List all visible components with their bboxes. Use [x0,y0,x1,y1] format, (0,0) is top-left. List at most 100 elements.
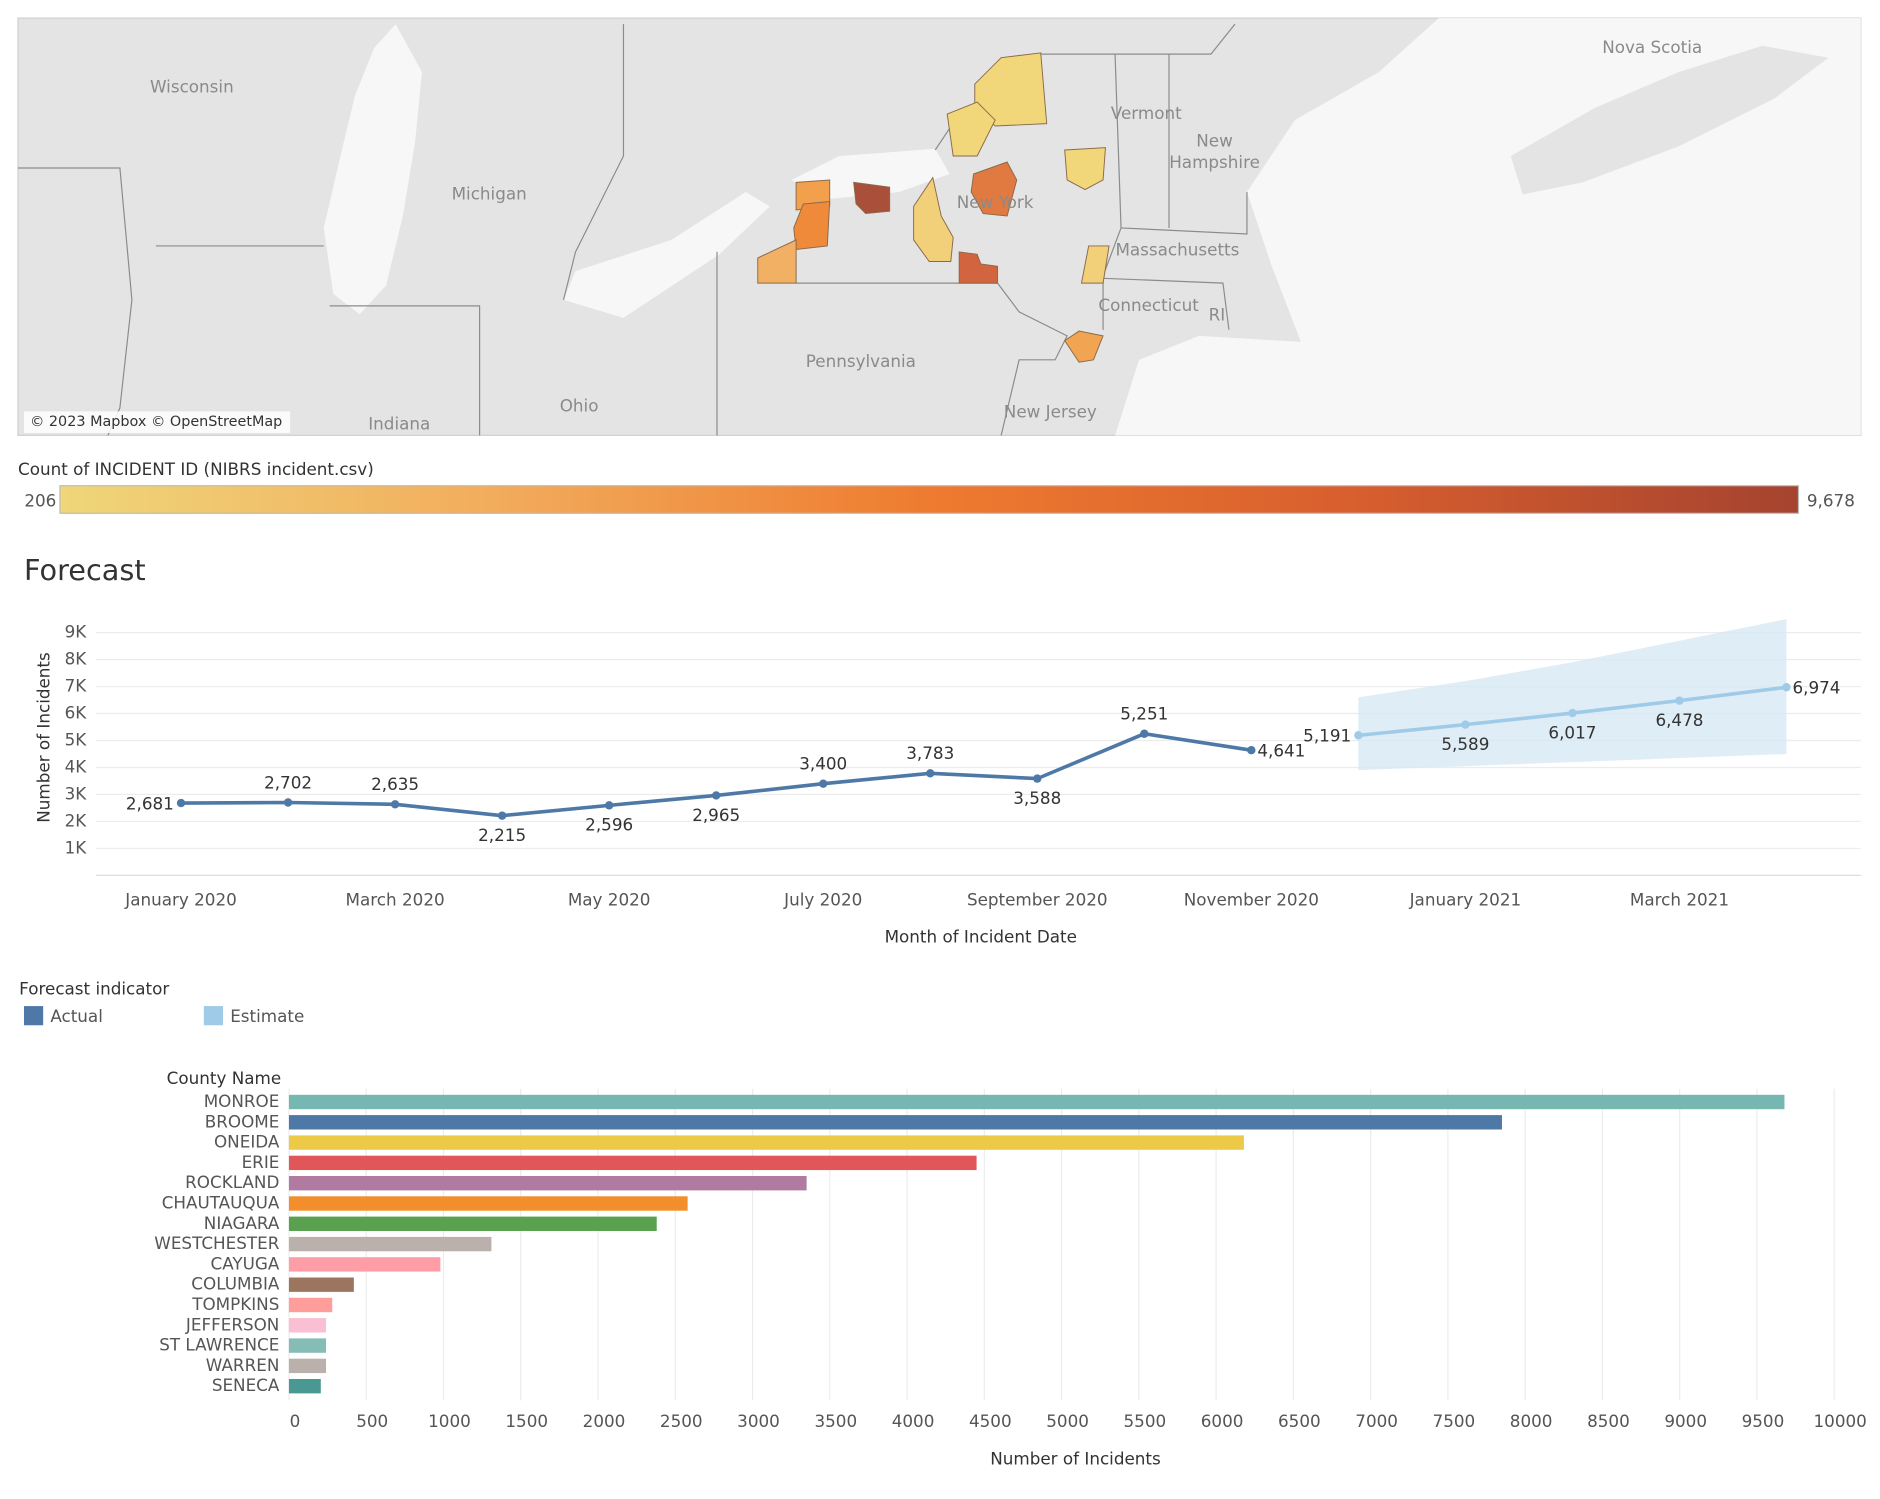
bar [288,1115,1502,1130]
x-tick-label: September 2020 [967,890,1108,910]
y-tick-label: 2K [65,810,88,830]
bar [288,1358,327,1374]
legend-swatch [23,1006,44,1026]
map-label: New Jersey [1004,402,1097,422]
map-label: Wisconsin [150,77,234,97]
x-axis-label: Number of Incidents [990,1448,1161,1468]
bar [288,1378,321,1394]
x-tick-label: 5000 [1046,1411,1089,1431]
legend-title: Forecast indicator [19,978,169,998]
x-tick-label: 6500 [1278,1411,1321,1431]
data-label: 3,783 [906,743,954,763]
y-tick-label: 8K [65,649,88,669]
y-tick-label: SENECA [212,1375,280,1395]
data-label: 5,251 [1120,704,1168,724]
y-tick-label: 9K [65,622,88,642]
point [176,798,186,808]
y-tick-label: WESTCHESTER [154,1233,279,1253]
nova-scotia-land [1510,45,1829,195]
data-label: 2,965 [692,805,740,825]
y-tick-label: 5K [65,730,88,750]
point [1675,696,1684,705]
y-tick-label: JEFFERSON [185,1314,279,1334]
point [1247,745,1256,755]
x-tick-label: March 2020 [346,890,445,910]
bar [288,1196,688,1211]
y-tick-label: BROOME [205,1111,280,1131]
data-label: 2,681 [126,793,174,813]
data-label: 5,589 [1441,734,1489,754]
data-label: 5,191 [1303,726,1351,746]
y-tick-label: 3K [65,783,88,803]
bar [288,1135,1244,1150]
point [497,811,507,820]
y-tick-label: COLUMBIA [191,1274,280,1294]
x-tick-label: 0 [290,1411,301,1431]
bar [288,1176,807,1191]
data-label: 2,635 [371,774,419,794]
x-tick-label: 1000 [428,1411,471,1431]
color-legend-title: Count of INCIDENT ID (NIBRS incident.csv… [18,459,374,479]
map-label: RI [1209,304,1226,324]
line [181,731,1252,818]
map-label: Ohio [560,396,599,416]
color-legend-bar [59,485,1800,514]
x-tick-label: 7500 [1433,1411,1476,1431]
bar [288,1094,1785,1110]
bar [288,1277,354,1292]
map-label: Hampshire [1169,152,1260,172]
y-tick-label: ST LAWRENCE [159,1335,279,1355]
point [390,800,400,809]
y-tick-label: WARREN [206,1355,280,1375]
point [1782,683,1791,692]
chart-title: Forecast [24,553,146,587]
map-label: Indiana [368,414,430,434]
y-tick-label: MONROE [204,1091,280,1111]
forecast-band [1358,619,1787,771]
y-tick-label: CHAUTAUQUA [162,1192,280,1212]
map-label: Massachusetts [1115,240,1239,260]
y-tick-label: 7K [65,676,88,696]
y-tick-label: ROCKLAND [185,1172,279,1192]
legend-label: Estimate [230,1006,304,1026]
legend-label: Actual [50,1006,103,1026]
x-tick-label: 9000 [1664,1411,1707,1431]
y-tick-label: 6K [65,703,88,723]
bar [288,1216,657,1231]
x-tick-label: 8000 [1510,1411,1553,1431]
map[interactable]: © 2023 Mapbox © OpenStreetMap Wisconsin M… [17,17,1862,436]
y-tick-label: NIAGARA [204,1213,280,1233]
bar [288,1257,441,1272]
x-tick-label: 5500 [1123,1411,1166,1431]
data-label: 2,596 [585,815,633,835]
x-tick-label: May 2020 [568,890,651,910]
map-attribution: © 2023 Mapbox © OpenStreetMap [30,414,282,430]
x-tick-label: 500 [356,1411,388,1431]
lake-michigan [323,24,423,315]
x-tick-label: 4500 [969,1411,1012,1431]
data-label: 6,478 [1655,710,1703,730]
y-tick-label: ERIE [242,1152,280,1172]
data-label: 6,974 [1792,677,1840,697]
lake-erie [563,191,770,318]
map-label: Connecticut [1098,295,1199,315]
x-tick-label: January 2021 [1409,890,1522,910]
x-axis-label: Month of Incident Date [885,927,1077,947]
bar [288,1318,327,1333]
data-label: 3,400 [799,753,847,773]
attribution-bg [23,411,291,433]
x-tick-label: 10000 [1814,1411,1867,1431]
map-label: Vermont [1111,103,1182,123]
point [1568,708,1577,718]
point [1033,774,1042,783]
map-label: New [1196,131,1233,151]
x-tick-label: 1500 [505,1411,548,1431]
bar [288,1236,492,1252]
map-label: Michigan [452,183,527,203]
state-borders [17,23,1248,436]
map-label: New York [957,192,1034,212]
y-axis-label: Number of Incidents [33,652,53,823]
data-label: 6,017 [1548,722,1596,742]
